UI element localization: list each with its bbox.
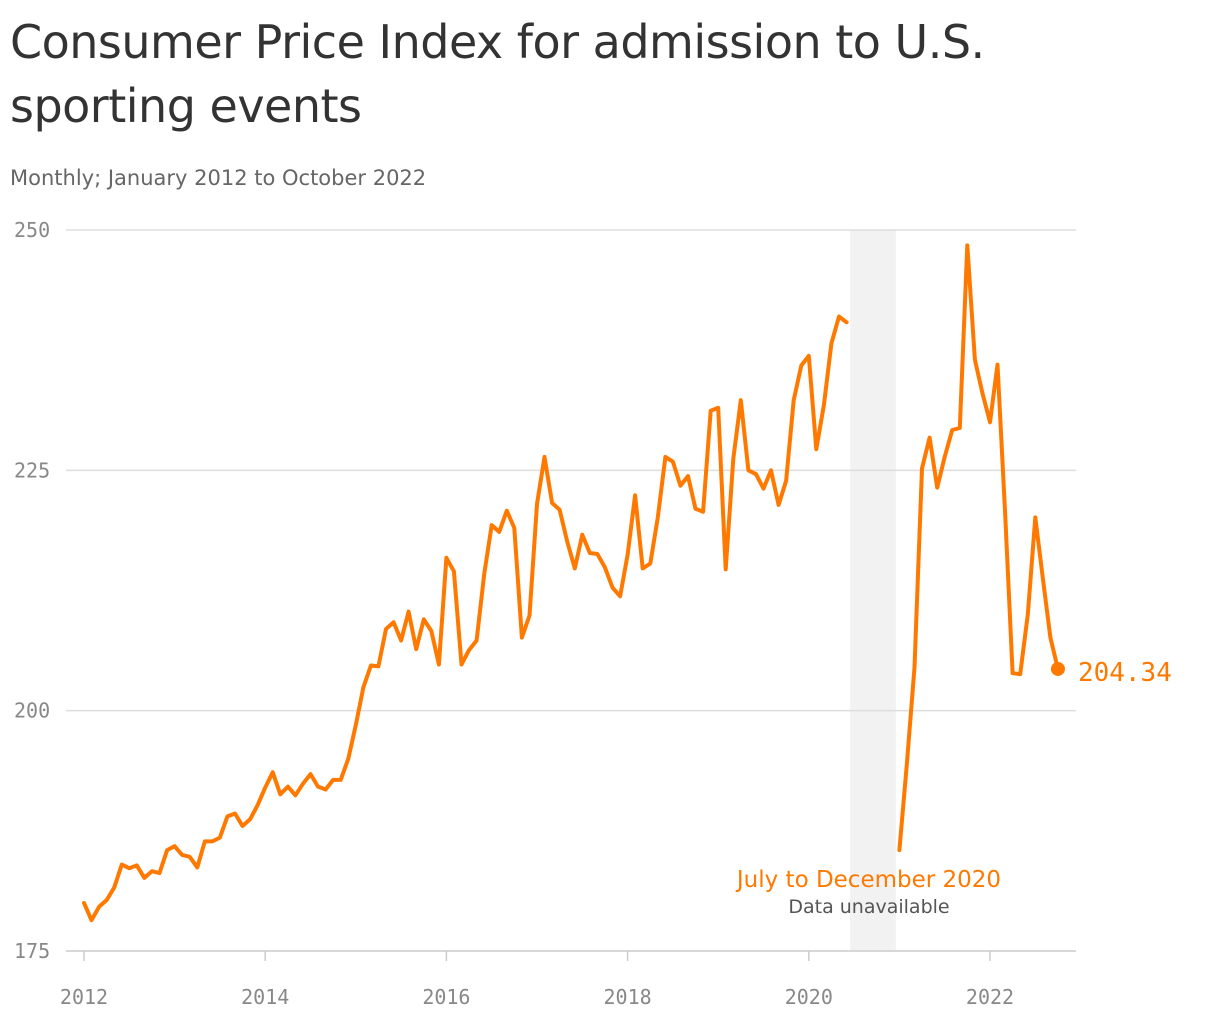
chart-subtitle: Monthly; January 2012 to October 2022	[10, 166, 427, 190]
series-line	[82, 314, 849, 923]
data-series	[82, 243, 1060, 923]
x-tick-label: 2012	[60, 985, 108, 1009]
data-gap-band	[850, 230, 896, 951]
x-tick-label: 2018	[604, 985, 652, 1009]
x-tick-label: 2014	[241, 985, 289, 1009]
series-line	[897, 243, 1060, 853]
last-value-marker	[1050, 661, 1065, 676]
y-tick-label: 225	[14, 458, 50, 482]
gap-annotation-title: July to December 2020	[735, 867, 1001, 893]
grid-lines	[66, 229, 1076, 952]
gap-annotation-subtitle: Data unavailable	[788, 896, 949, 918]
y-tick-label: 250	[14, 218, 50, 242]
x-tick-label: 2022	[966, 985, 1014, 1009]
y-tick-label: 175	[14, 939, 50, 963]
y-tick-label: 200	[14, 699, 50, 723]
x-axis-ticks: 2012 2014 2016 2018 2020 2022	[60, 951, 1014, 1009]
x-tick-label: 2020	[785, 985, 833, 1009]
chart-title: Consumer Price Index for admission to U.…	[10, 15, 985, 133]
x-tick-label: 2016	[422, 985, 470, 1009]
last-value-label: 204.34	[1078, 658, 1172, 688]
y-axis-ticks: 175 200 225 250	[14, 218, 50, 963]
